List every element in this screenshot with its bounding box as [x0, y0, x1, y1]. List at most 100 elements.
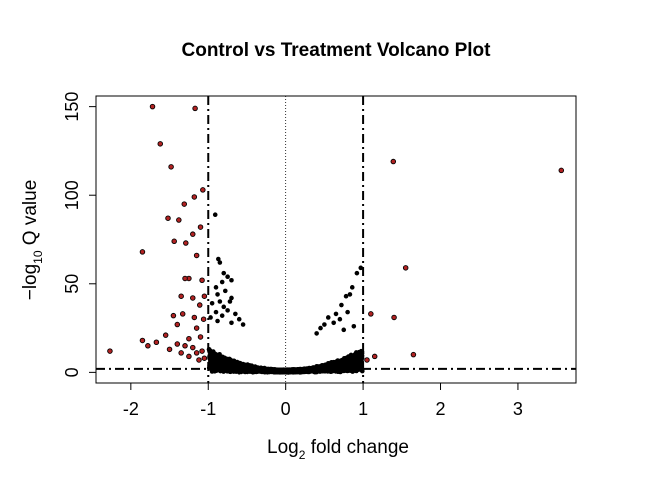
data-point [209, 300, 215, 306]
bulk-point [209, 354, 215, 359]
significant-point [190, 344, 196, 351]
bulk-point [357, 362, 362, 368]
x-axis: -2 -1 0 1 2 3 [123, 382, 523, 419]
significant-point [153, 339, 160, 346]
significant-point [390, 158, 397, 165]
threshold-lines [96, 96, 576, 383]
significant-point [191, 194, 198, 200]
significant-point [166, 346, 173, 353]
significant-point [178, 350, 184, 356]
significant-point [192, 105, 198, 112]
data-point [213, 309, 219, 315]
x-axis-label-subscript: 2 [299, 448, 306, 462]
bulk-point [282, 369, 287, 375]
bulk-point [346, 361, 351, 367]
data-point [229, 320, 234, 326]
significant-point [201, 293, 208, 299]
bulk-point [352, 359, 358, 365]
y-axis-label-suffix: Q value [20, 180, 41, 251]
data-point [216, 256, 221, 262]
data-point [213, 285, 219, 290]
x-tick-label: 1 [358, 399, 368, 419]
x-tick-label: -1 [200, 399, 216, 419]
significant-point [368, 311, 374, 317]
bulk-point [218, 359, 223, 365]
significant-point [199, 277, 205, 283]
significant-point [391, 314, 397, 321]
bulk-point [332, 360, 338, 366]
significant-point [168, 164, 174, 170]
significant-point [190, 231, 196, 237]
significant-point [200, 187, 206, 193]
data-point [325, 315, 331, 320]
bulk-point [341, 359, 347, 365]
bulk-point [233, 369, 239, 374]
data-point [333, 311, 339, 317]
bulk-point [263, 368, 269, 374]
bulk-point [222, 357, 227, 362]
data-point [225, 274, 230, 280]
significant-point [170, 312, 177, 319]
data-point [345, 309, 350, 315]
significant-point [139, 249, 146, 255]
bulk-point [209, 369, 215, 374]
significant-point [200, 316, 207, 322]
significant-point [558, 167, 565, 174]
significant-point [174, 341, 181, 347]
plot-area [107, 103, 565, 375]
x-tick-label: 2 [436, 399, 446, 419]
significant-point [174, 321, 181, 328]
data-point [227, 299, 233, 304]
bulk-point [208, 358, 213, 363]
significant-point [199, 348, 205, 354]
data-point [347, 292, 353, 297]
data-point [341, 327, 347, 333]
significant-point [145, 343, 151, 349]
bulk-point [208, 350, 214, 355]
bulk-point [216, 354, 222, 359]
significant-point [201, 355, 208, 361]
y-tick-label: 150 [62, 92, 82, 122]
x-axis-label-prefix: Log [267, 437, 299, 458]
y-tick-label: 50 [62, 274, 82, 294]
significant-point [149, 103, 156, 110]
significant-point [196, 357, 202, 363]
x-tick-label: 3 [513, 399, 523, 419]
bulk-point [344, 355, 350, 361]
data-point [349, 285, 355, 290]
data-point [322, 322, 327, 327]
bulk-point [237, 365, 242, 371]
data-point [229, 277, 234, 283]
bulk-point [238, 361, 243, 367]
significant-point [402, 265, 409, 271]
data-point [222, 288, 228, 294]
y-axis: 0 50 100 150 [62, 92, 96, 377]
y-axis-label-prefix: −log [20, 264, 41, 300]
significant-point [162, 332, 169, 338]
y-axis-label-subscript: 10 [31, 250, 45, 264]
data-point [331, 320, 336, 326]
x-tick-label: 0 [281, 399, 291, 419]
data-point [337, 316, 343, 322]
data-point [339, 302, 344, 308]
significant-point [190, 295, 196, 301]
significant-point [193, 325, 200, 331]
significant-point [178, 293, 184, 299]
significant-point [165, 215, 171, 221]
significant-point [371, 353, 378, 360]
data-point [225, 308, 230, 313]
bulk-point [319, 365, 325, 371]
data-point [219, 279, 225, 285]
x-tick-label: -2 [123, 399, 139, 419]
significant-point [182, 275, 188, 282]
data-point [358, 265, 364, 271]
y-tick-label: 0 [62, 367, 82, 377]
upper-points-layer [208, 212, 364, 336]
y-tick-label: 100 [62, 180, 82, 210]
significant-point [196, 302, 203, 308]
chart-title: Control vs Treatment Volcano Plot [182, 40, 492, 61]
bulk-point [337, 359, 343, 365]
x-axis-label-suffix: fold change [305, 437, 409, 458]
